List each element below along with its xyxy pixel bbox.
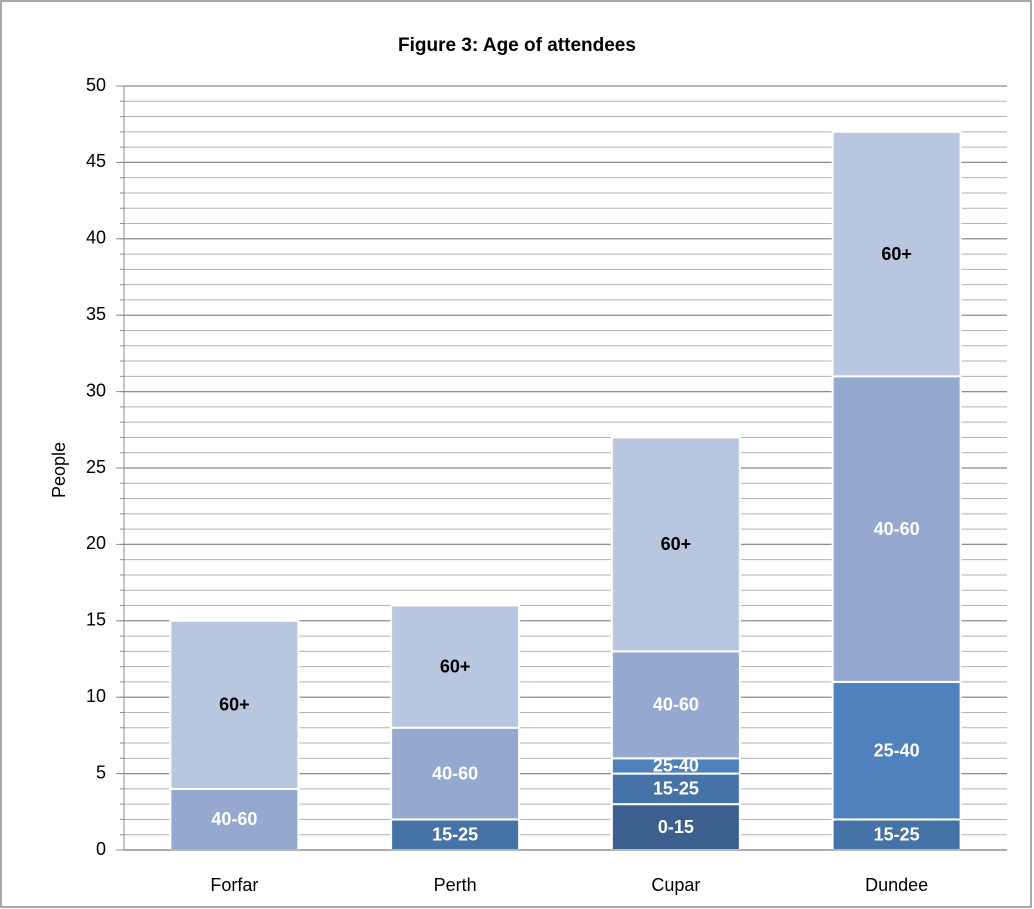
data-label: 15-25 — [874, 824, 920, 844]
data-label: 0-15 — [658, 817, 694, 837]
x-tick-label: Dundee — [865, 875, 928, 895]
bar-segment — [169, 619, 300, 790]
x-tick-label: Cupar — [651, 875, 700, 895]
data-label: 40-60 — [211, 809, 257, 829]
y-tick-label: 30 — [86, 380, 106, 400]
y-tick-label: 10 — [86, 686, 106, 706]
y-tick-label: 35 — [86, 304, 106, 324]
y-tick-label: 40 — [86, 228, 106, 248]
data-label: 15-25 — [432, 824, 478, 844]
data-label: 60+ — [661, 534, 692, 554]
y-tick-label: 45 — [86, 151, 106, 171]
data-label: 60+ — [440, 656, 471, 676]
bar-segment — [610, 650, 741, 760]
data-label: 40-60 — [653, 695, 699, 715]
bar-segment — [831, 375, 962, 683]
y-tick-label: 0 — [96, 839, 106, 859]
y-tick-label: 25 — [86, 457, 106, 477]
bar-segment — [610, 772, 741, 806]
data-label: 25-40 — [874, 740, 920, 760]
bar-segment — [390, 604, 521, 729]
bar-segment — [831, 680, 962, 821]
y-tick-label: 50 — [86, 75, 106, 95]
x-tick-label: Perth — [434, 875, 477, 895]
y-axis-label: People — [49, 442, 69, 498]
data-label: 60+ — [219, 695, 250, 715]
bar-segment — [610, 803, 741, 851]
y-tick-label: 20 — [86, 533, 106, 553]
data-label: 40-60 — [432, 763, 478, 783]
y-tick-label: 15 — [86, 610, 106, 630]
chart-title: Figure 3: Age of attendees — [398, 35, 636, 56]
bar-segment — [610, 436, 741, 653]
bar-segment — [831, 818, 962, 852]
data-label: 15-25 — [653, 779, 699, 799]
data-label: 25-40 — [653, 756, 699, 776]
data-label: 60+ — [881, 244, 912, 264]
bar-segment — [169, 787, 300, 852]
y-tick-label: 5 — [96, 762, 106, 782]
x-tick-label: Forfar — [210, 875, 258, 895]
data-label: 40-60 — [874, 519, 920, 539]
bar-segment — [831, 130, 962, 378]
